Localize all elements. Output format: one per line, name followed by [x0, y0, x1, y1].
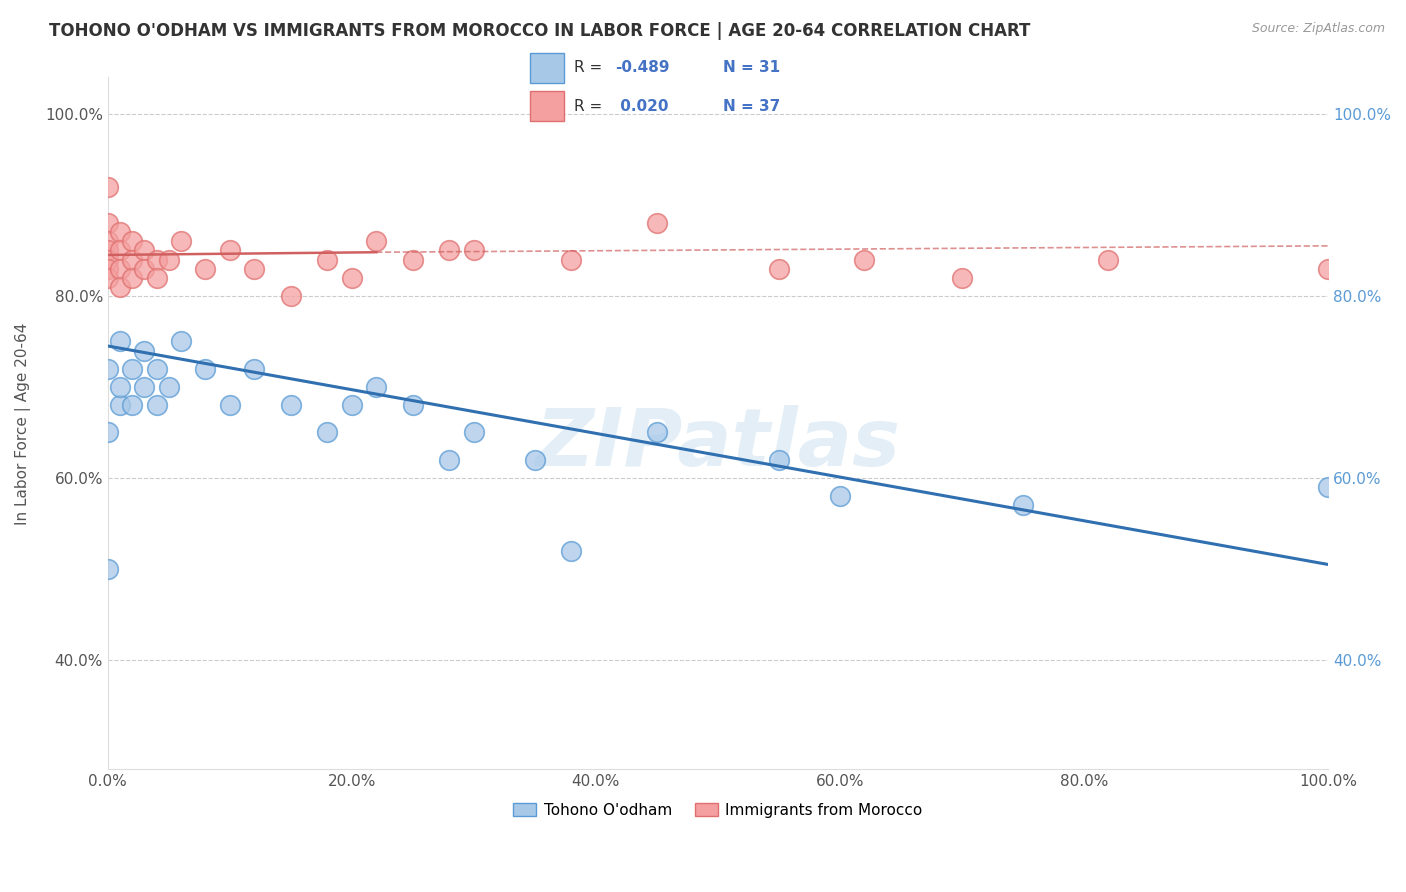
Point: [157, 252, 180, 267]
Point: [1317, 261, 1340, 276]
Point: [108, 380, 131, 394]
Point: [194, 361, 217, 376]
Text: Source: ZipAtlas.com: Source: ZipAtlas.com: [1251, 22, 1385, 36]
Text: 0.020: 0.020: [614, 98, 668, 113]
Point: [402, 398, 425, 412]
Point: [97, 425, 120, 440]
Point: [1012, 498, 1035, 512]
Point: [828, 489, 851, 503]
Point: [645, 425, 668, 440]
Point: [145, 361, 167, 376]
Point: [157, 380, 180, 394]
Point: [121, 361, 143, 376]
Point: [768, 261, 790, 276]
Point: [280, 289, 302, 303]
Legend: Tohono O'odham, Immigrants from Morocco: Tohono O'odham, Immigrants from Morocco: [508, 797, 929, 824]
Point: [134, 380, 156, 394]
Point: [853, 252, 876, 267]
Point: [145, 252, 167, 267]
Text: R =: R =: [574, 61, 607, 76]
Point: [768, 452, 790, 467]
Text: TOHONO O'ODHAM VS IMMIGRANTS FROM MOROCCO IN LABOR FORCE | AGE 20-64 CORRELATION: TOHONO O'ODHAM VS IMMIGRANTS FROM MOROCC…: [49, 22, 1031, 40]
Point: [218, 398, 240, 412]
Point: [97, 252, 120, 267]
Point: [170, 235, 193, 249]
Point: [340, 270, 363, 285]
FancyBboxPatch shape: [530, 91, 564, 120]
Point: [108, 398, 131, 412]
Point: [97, 235, 120, 249]
Point: [402, 252, 425, 267]
Point: [1097, 252, 1119, 267]
Point: [645, 216, 668, 230]
Point: [134, 244, 156, 258]
Point: [108, 261, 131, 276]
Text: -0.489: -0.489: [614, 61, 669, 76]
Point: [97, 216, 120, 230]
Point: [134, 343, 156, 358]
Point: [108, 280, 131, 294]
Point: [280, 398, 302, 412]
Point: [218, 244, 240, 258]
Point: [316, 425, 339, 440]
Point: [121, 398, 143, 412]
Point: [243, 361, 266, 376]
Point: [463, 244, 485, 258]
Y-axis label: In Labor Force | Age 20-64: In Labor Force | Age 20-64: [15, 322, 31, 524]
Point: [560, 252, 582, 267]
Point: [97, 562, 120, 576]
Point: [340, 398, 363, 412]
Point: [523, 452, 546, 467]
Point: [97, 179, 120, 194]
Point: [170, 334, 193, 349]
Point: [1317, 480, 1340, 494]
Point: [121, 252, 143, 267]
Point: [366, 380, 388, 394]
Point: [194, 261, 217, 276]
Point: [108, 334, 131, 349]
Point: [134, 261, 156, 276]
Point: [108, 225, 131, 239]
Text: N = 37: N = 37: [723, 98, 780, 113]
Point: [316, 252, 339, 267]
Point: [121, 270, 143, 285]
Point: [463, 425, 485, 440]
Point: [366, 235, 388, 249]
Text: N = 31: N = 31: [723, 61, 780, 76]
Point: [145, 398, 167, 412]
Point: [243, 261, 266, 276]
Point: [97, 244, 120, 258]
Point: [97, 261, 120, 276]
Text: R =: R =: [574, 98, 607, 113]
Point: [439, 452, 461, 467]
Point: [439, 244, 461, 258]
Point: [108, 244, 131, 258]
Point: [950, 270, 973, 285]
Point: [145, 270, 167, 285]
Point: [97, 270, 120, 285]
Point: [560, 544, 582, 558]
Text: ZIPatlas: ZIPatlas: [536, 405, 900, 483]
Point: [121, 235, 143, 249]
Point: [97, 361, 120, 376]
FancyBboxPatch shape: [530, 54, 564, 83]
